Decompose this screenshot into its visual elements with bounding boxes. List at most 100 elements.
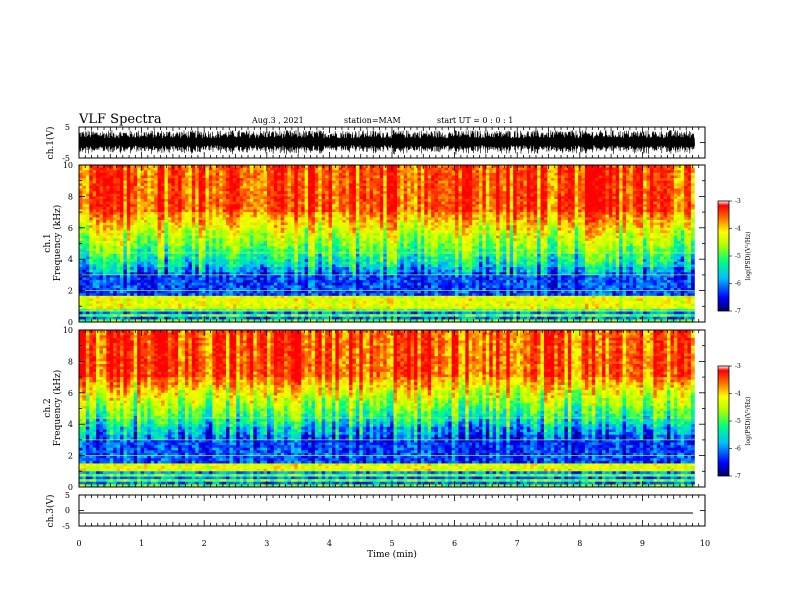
spectrogram-cell (264, 215, 268, 218)
spectrogram-cell (356, 220, 360, 223)
spectrogram-cell (247, 183, 251, 186)
spectrogram-cell (96, 175, 100, 178)
spectrogram-cell (315, 233, 319, 236)
spectrogram-cell (134, 207, 138, 210)
spectrogram-cell (233, 199, 237, 202)
spectrogram-cell (414, 183, 418, 186)
spectrogram-cell (482, 173, 486, 176)
spectrogram-cell (171, 217, 175, 220)
spectrogram-cell (147, 186, 151, 189)
spectrogram-cell (633, 199, 637, 202)
spectrogram-cell (564, 175, 568, 178)
spectrogram-cell (243, 228, 247, 231)
spectrogram-cell (301, 220, 305, 223)
spectrogram-cell (520, 228, 524, 231)
spectrogram-cell (623, 191, 627, 194)
spectrogram-cell (465, 236, 469, 239)
spectrogram-cell (568, 175, 572, 178)
chart-title: VLF Spectra (78, 112, 162, 127)
spectrogram-cell (339, 183, 343, 186)
spectrogram-cell (612, 173, 616, 176)
spectrogram-cell (212, 191, 216, 194)
spectrogram-cell (178, 173, 182, 176)
spectrogram-cell (462, 233, 466, 236)
spectrogram-cell (640, 215, 644, 218)
spectrogram-cell (407, 183, 411, 186)
spectrogram-cell (626, 204, 630, 207)
spectrogram-cell (486, 196, 490, 199)
spectrogram-cell (86, 173, 90, 176)
spectrogram-cell (373, 175, 377, 178)
spectrogram-cell (530, 225, 534, 228)
spectrogram-cell (260, 178, 264, 181)
spectrogram-cell (134, 220, 138, 223)
spectrogram-cell (178, 233, 182, 236)
spectrogram-cell (219, 209, 223, 212)
spectrogram-cell (250, 228, 254, 231)
spectrogram-cell (298, 183, 302, 186)
spectrogram-cell (554, 173, 558, 176)
spectrogram-cell (417, 196, 421, 199)
spectrogram-cell (493, 173, 497, 176)
spectrogram-cell (311, 212, 315, 215)
spectrogram-cell (188, 199, 192, 202)
spectrogram-cell (465, 202, 469, 205)
spectrogram-cell (417, 233, 421, 236)
spectrogram-cell (582, 168, 586, 171)
spectrogram-cell (291, 175, 295, 178)
spectrogram-cell (329, 225, 333, 228)
spectrogram-cell (130, 196, 134, 199)
spectrogram-cell (325, 228, 329, 231)
spectrogram-cell (281, 215, 285, 218)
spectrogram-cell (188, 202, 192, 205)
spectrogram-cell (376, 204, 380, 207)
spectrogram-cell (226, 212, 230, 215)
spectrogram-cell (554, 175, 558, 178)
spectrogram-cell (212, 207, 216, 210)
spectrogram-cell (486, 191, 490, 194)
spectrogram-cell (277, 220, 281, 223)
spectrogram-cell (629, 225, 633, 228)
spectrogram-cell (643, 212, 647, 215)
spectrogram-cell (342, 209, 346, 212)
spectrogram-cell (226, 215, 230, 218)
spectrogram-cell (407, 194, 411, 197)
spectrogram-cell (182, 175, 186, 178)
spectrogram-cell (226, 202, 230, 205)
spectrogram-cell (387, 186, 391, 189)
spectrogram-cell (506, 170, 510, 173)
spectrogram-cell (332, 196, 336, 199)
spectrogram-cell (250, 233, 254, 236)
spectrogram-cell (482, 199, 486, 202)
spectrogram-cell (407, 233, 411, 236)
spectrogram-cell (534, 175, 538, 178)
spectrogram-cell (657, 223, 661, 226)
spectrogram-cell (664, 173, 668, 176)
spectrogram-cell (332, 181, 336, 184)
spectrogram-cell (558, 223, 562, 226)
spectrogram-cell (445, 225, 449, 228)
spectrogram-cell (523, 191, 527, 194)
spectrogram-cell (236, 236, 240, 239)
spectrogram-cell (660, 204, 664, 207)
spectrogram-cell (363, 204, 367, 207)
spectrogram-cell (506, 209, 510, 212)
spectrogram-cell (510, 189, 514, 192)
spectrogram-cell (298, 189, 302, 192)
spectrogram-cell (585, 207, 589, 210)
spectrogram-cell (691, 189, 695, 192)
spectrogram-cell (496, 230, 500, 233)
spectrogram-cell (561, 194, 565, 197)
spectrogram-cell (356, 199, 360, 202)
spectrogram-cell (414, 236, 418, 239)
spectrogram-cell (458, 191, 462, 194)
spectrogram-cell (510, 212, 514, 215)
spectrogram-cell (609, 173, 613, 176)
spectrogram-cell (441, 207, 445, 210)
spectrogram-cell (89, 212, 93, 215)
spectrogram-cell (257, 186, 261, 189)
spectrogram-cell (110, 183, 114, 186)
spectrogram-cell (681, 204, 685, 207)
spectrogram-cell (164, 220, 168, 223)
spectrogram-cell (359, 215, 363, 218)
